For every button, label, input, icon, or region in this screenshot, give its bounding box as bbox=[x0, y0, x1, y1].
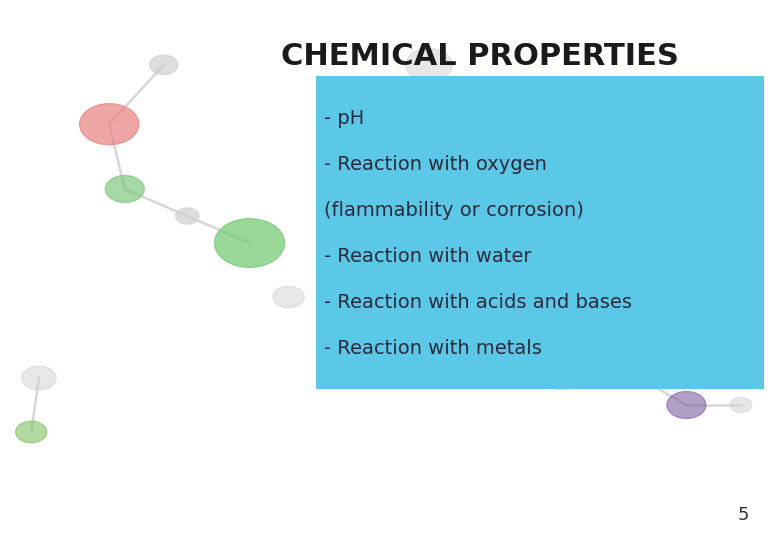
Circle shape bbox=[176, 208, 199, 224]
Text: 5: 5 bbox=[737, 506, 749, 524]
Circle shape bbox=[16, 421, 47, 443]
Circle shape bbox=[215, 219, 285, 267]
FancyBboxPatch shape bbox=[316, 76, 764, 389]
Text: - Reaction with acids and bases: - Reaction with acids and bases bbox=[324, 293, 632, 312]
Circle shape bbox=[22, 366, 56, 390]
Circle shape bbox=[730, 397, 752, 413]
Circle shape bbox=[105, 176, 144, 202]
Text: - Reaction with oxygen: - Reaction with oxygen bbox=[324, 155, 547, 174]
Circle shape bbox=[626, 368, 654, 388]
Circle shape bbox=[464, 310, 503, 338]
Text: - pH: - pH bbox=[324, 109, 364, 129]
Text: - Reaction with water: - Reaction with water bbox=[324, 247, 531, 266]
Text: CHEMICAL PROPERTIES: CHEMICAL PROPERTIES bbox=[281, 42, 679, 71]
Text: - Reaction with metals: - Reaction with metals bbox=[324, 339, 541, 358]
Text: (flammability or corrosion): (flammability or corrosion) bbox=[324, 201, 583, 220]
Circle shape bbox=[667, 392, 706, 418]
Circle shape bbox=[150, 55, 178, 75]
Circle shape bbox=[273, 286, 304, 308]
Circle shape bbox=[80, 104, 139, 145]
Circle shape bbox=[406, 49, 452, 81]
Circle shape bbox=[530, 346, 593, 389]
